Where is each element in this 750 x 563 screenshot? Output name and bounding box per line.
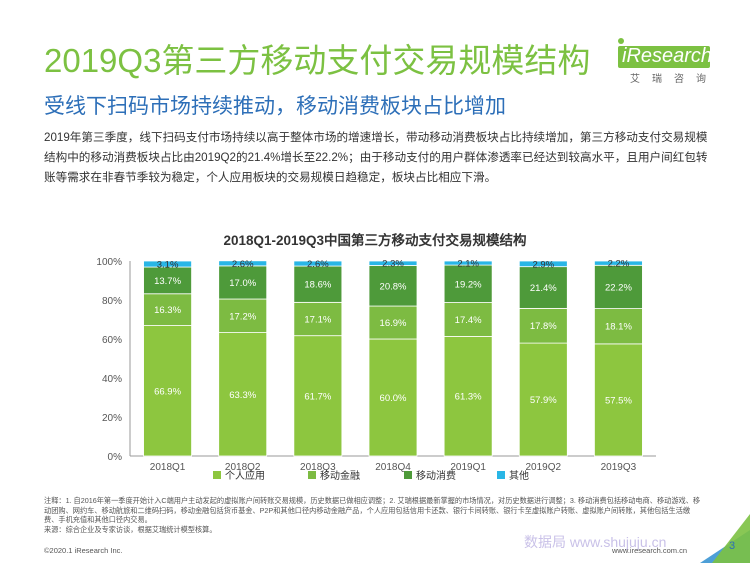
bar-segment — [518, 260, 568, 268]
chart-title: 2018Q1-2019Q3中国第三方移动支付交易规模结构 — [223, 233, 527, 248]
bar-segment — [293, 265, 343, 303]
data-label: 21.4% — [530, 283, 557, 294]
data-label: 20.8% — [380, 281, 407, 292]
data-label: 3.1% — [157, 260, 179, 271]
description-paragraph: 2019年第三季度，线下扫码支付市场持续以高于整体市场的增速增长，带动移动消费板… — [44, 131, 708, 184]
data-label: 2.6% — [307, 259, 329, 270]
stacked-bar-chart: 0% 20% 40% 60% 80% 100% 66.9% 16.3% 13.7% 3.1% 201… — [96, 257, 656, 482]
data-label: 17.1% — [304, 315, 331, 326]
data-label: 2.1% — [457, 259, 479, 270]
legend-label: 其他 — [509, 469, 529, 482]
data-label: 17.8% — [530, 321, 557, 332]
x-tick-label: 2019Q3 — [601, 462, 637, 473]
data-label: 22.2% — [605, 282, 632, 293]
legend-label: 个人应用 — [225, 469, 265, 482]
data-label: 60.0% — [380, 393, 407, 404]
logo-text: iResearch — [622, 45, 713, 67]
bar-segment — [143, 266, 192, 295]
x-tick-label: 2018Q1 — [150, 462, 186, 473]
data-label: 61.7% — [304, 391, 331, 402]
data-label: 16.9% — [380, 318, 407, 329]
y-tick-label: 20% — [102, 413, 122, 424]
bar-segment — [218, 298, 268, 333]
bar-segment — [143, 293, 192, 326]
y-tick-label: 100% — [96, 257, 122, 268]
data-label: 57.5% — [605, 395, 632, 406]
bar-segment — [443, 302, 493, 337]
x-tick-label: 2018Q3 — [300, 462, 336, 473]
logo-subtext: 艾瑞咨询 — [630, 74, 718, 85]
bar-segment — [443, 264, 493, 303]
data-label: 63.3% — [229, 390, 256, 401]
footnote-notes: 注释：1. 自2016年第一季度开始计入C端用户主动发起的虚拟账户间转账交易规模… — [44, 496, 701, 524]
data-label: 2.6% — [232, 259, 254, 270]
data-label: 18.6% — [304, 280, 331, 291]
data-label: 19.2% — [455, 279, 482, 290]
legend-swatch — [213, 471, 221, 479]
y-tick-label: 80% — [102, 296, 122, 307]
bar-segment — [293, 335, 343, 457]
data-label: 2.3% — [382, 259, 404, 270]
x-tick-label: 2019Q1 — [450, 462, 486, 473]
x-tick-label: 2018Q2 — [225, 462, 261, 473]
bar-segment — [518, 307, 568, 344]
data-label: 2.2% — [608, 259, 630, 270]
bar-segment — [293, 260, 343, 267]
bar-segment — [443, 336, 493, 457]
bar-segment — [594, 343, 643, 457]
bar-segment — [594, 308, 643, 345]
logo-badge — [618, 46, 710, 68]
watermark: 数据局 www.shujuju.cn — [524, 534, 667, 550]
bar-segment — [218, 260, 268, 267]
bar-segment — [143, 325, 192, 457]
copyright: ©2020.1 iResearch Inc. — [44, 546, 123, 555]
bar-segment — [218, 265, 268, 300]
legend-swatch — [497, 471, 505, 479]
bar-segment — [218, 332, 268, 457]
site-url: www.iresearch.com.cn — [612, 546, 688, 555]
legend-swatch — [308, 471, 316, 479]
footnote: 注释：1. 自2016年第一季度开始计入C端用户主动发起的虚拟账户间转账交易规模… — [44, 496, 704, 534]
bar-segment — [368, 338, 418, 457]
bar-segment — [594, 260, 643, 266]
data-label: 57.9% — [530, 395, 557, 406]
y-tick-label: 40% — [102, 374, 122, 385]
page-subtitle: 受线下扫码市场持续推动，移动消费板块占比增加 — [44, 95, 506, 118]
y-tick-label: 0% — [108, 452, 123, 463]
data-label: 66.9% — [154, 386, 181, 397]
bar-segment — [443, 260, 493, 266]
legend-swatch — [404, 471, 412, 479]
legend-label: 移动金融 — [320, 469, 360, 482]
corner-decoration-green — [712, 514, 750, 563]
data-label: 13.7% — [154, 276, 181, 287]
page-title: 2019Q3第三方移动支付交易规模结构 — [44, 42, 591, 79]
iresearch-logo: iResearch 艾瑞咨询 — [618, 36, 728, 85]
bar-segment — [143, 260, 192, 268]
data-label: 18.1% — [605, 322, 632, 333]
x-tick-label: 2019Q2 — [525, 462, 561, 473]
footnote-source: 来源：综合企业及专家访谈，根据艾瑞统计模型核算。 — [44, 524, 217, 534]
data-label: 2.9% — [532, 259, 554, 270]
logo-dot-icon — [618, 38, 624, 44]
page-number: 3 — [729, 540, 736, 552]
data-label: 17.2% — [229, 311, 256, 322]
legend-label: 移动消费 — [416, 469, 456, 482]
bar-segment — [518, 342, 568, 457]
data-label: 61.3% — [455, 392, 482, 403]
y-tick-label: 60% — [102, 335, 122, 346]
data-label: 17.4% — [455, 315, 482, 326]
data-label: 16.3% — [154, 305, 181, 316]
bar-segment — [368, 260, 418, 266]
data-label: 17.0% — [229, 278, 256, 289]
bar-segment — [293, 301, 343, 337]
x-tick-label: 2018Q4 — [375, 462, 411, 473]
